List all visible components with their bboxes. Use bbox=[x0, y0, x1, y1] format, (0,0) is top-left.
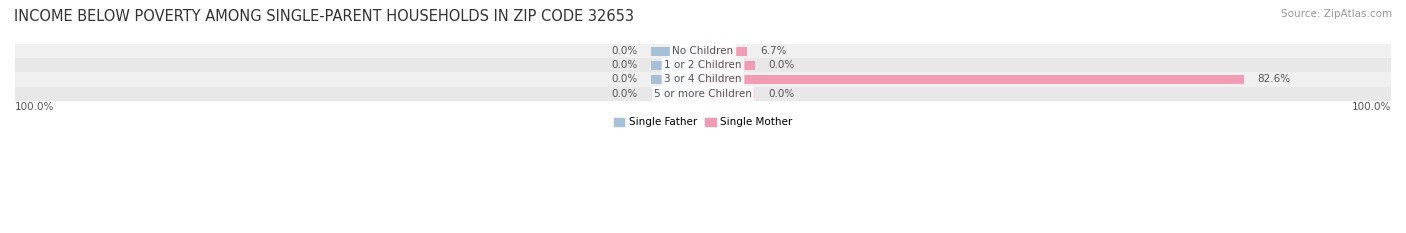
Text: 100.0%: 100.0% bbox=[1351, 102, 1391, 112]
Text: 100.0%: 100.0% bbox=[15, 102, 55, 112]
Text: 82.6%: 82.6% bbox=[1257, 75, 1291, 85]
Text: 0.0%: 0.0% bbox=[612, 60, 637, 70]
Bar bbox=[703, 89, 755, 98]
Bar bbox=[15, 72, 1391, 86]
Bar bbox=[15, 44, 1391, 58]
Text: 0.0%: 0.0% bbox=[612, 75, 637, 85]
Bar bbox=[703, 61, 755, 70]
Text: INCOME BELOW POVERTY AMONG SINGLE-PARENT HOUSEHOLDS IN ZIP CODE 32653: INCOME BELOW POVERTY AMONG SINGLE-PARENT… bbox=[14, 9, 634, 24]
Bar bbox=[15, 58, 1391, 72]
Text: 0.0%: 0.0% bbox=[612, 46, 637, 56]
Bar bbox=[651, 89, 703, 98]
Text: Source: ZipAtlas.com: Source: ZipAtlas.com bbox=[1281, 9, 1392, 19]
Bar bbox=[15, 86, 1391, 101]
Bar bbox=[703, 47, 747, 56]
Bar bbox=[703, 75, 1244, 84]
Bar bbox=[651, 47, 703, 56]
Text: 0.0%: 0.0% bbox=[769, 89, 794, 99]
Text: 0.0%: 0.0% bbox=[769, 60, 794, 70]
Text: 0.0%: 0.0% bbox=[612, 89, 637, 99]
Text: 5 or more Children: 5 or more Children bbox=[654, 89, 752, 99]
Text: No Children: No Children bbox=[672, 46, 734, 56]
Text: 3 or 4 Children: 3 or 4 Children bbox=[664, 75, 742, 85]
Legend: Single Father, Single Mother: Single Father, Single Mother bbox=[614, 117, 792, 127]
Bar bbox=[651, 61, 703, 70]
Text: 6.7%: 6.7% bbox=[761, 46, 786, 56]
Text: 1 or 2 Children: 1 or 2 Children bbox=[664, 60, 742, 70]
Bar bbox=[651, 75, 703, 84]
